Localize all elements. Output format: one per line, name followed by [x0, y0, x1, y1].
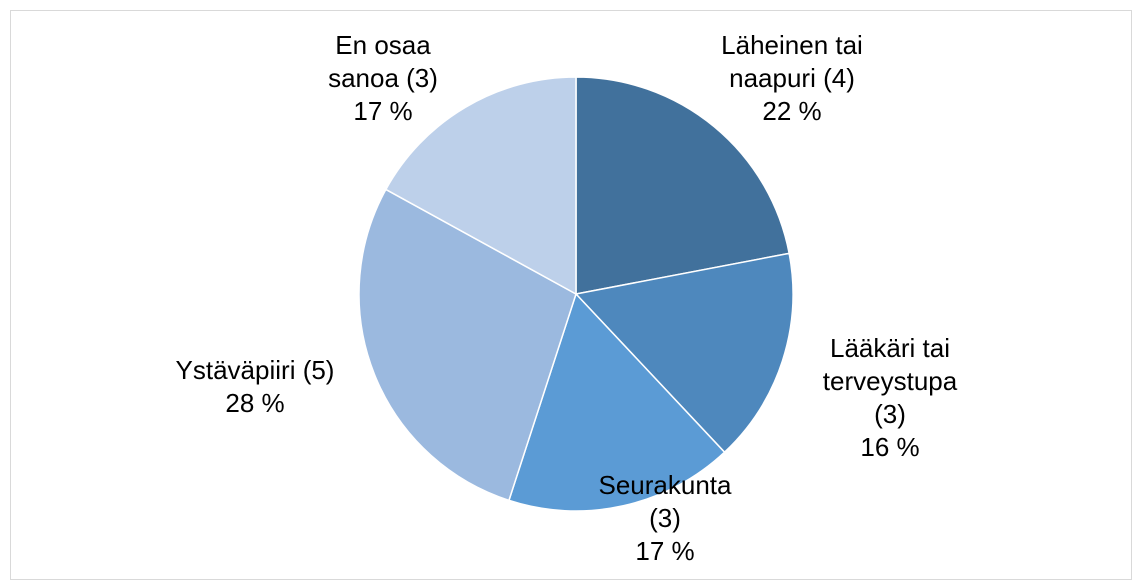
data-label: En osaa sanoa (3) 17 %: [313, 29, 453, 128]
pie-slice: [575, 76, 791, 295]
percent-label: 22 %: [762, 96, 822, 126]
data-label: Lääkäri tai terveystupa (3) 16 %: [808, 332, 973, 464]
pie-plot: [358, 76, 794, 512]
category-label: En osaa sanoa (3): [328, 30, 438, 93]
pie-slice: [358, 188, 577, 502]
category-label: Seurakunta (3): [598, 470, 732, 533]
pie-slice: [507, 292, 726, 512]
pie-slice: [384, 76, 577, 296]
percent-label: 17 %: [353, 96, 413, 126]
chart: Läheinen tai naapuri (4) 22 % Lääkäri tai …: [10, 10, 1132, 580]
percent-label: 16 %: [860, 432, 920, 462]
percent-label: 17 %: [635, 536, 695, 566]
percent-label: 28 %: [225, 388, 285, 418]
data-label: Läheinen tai naapuri (4) 22 %: [705, 29, 880, 128]
category-label: Läheinen tai naapuri (4): [721, 30, 863, 93]
data-label: Ystäväpiiri (5) 28 %: [135, 354, 375, 420]
pie-slice: [574, 252, 794, 454]
category-label: Lääkäri tai terveystupa (3): [822, 333, 958, 429]
category-label: Ystäväpiiri (5): [175, 355, 335, 385]
data-label: Seurakunta (3) 17 %: [590, 469, 740, 568]
